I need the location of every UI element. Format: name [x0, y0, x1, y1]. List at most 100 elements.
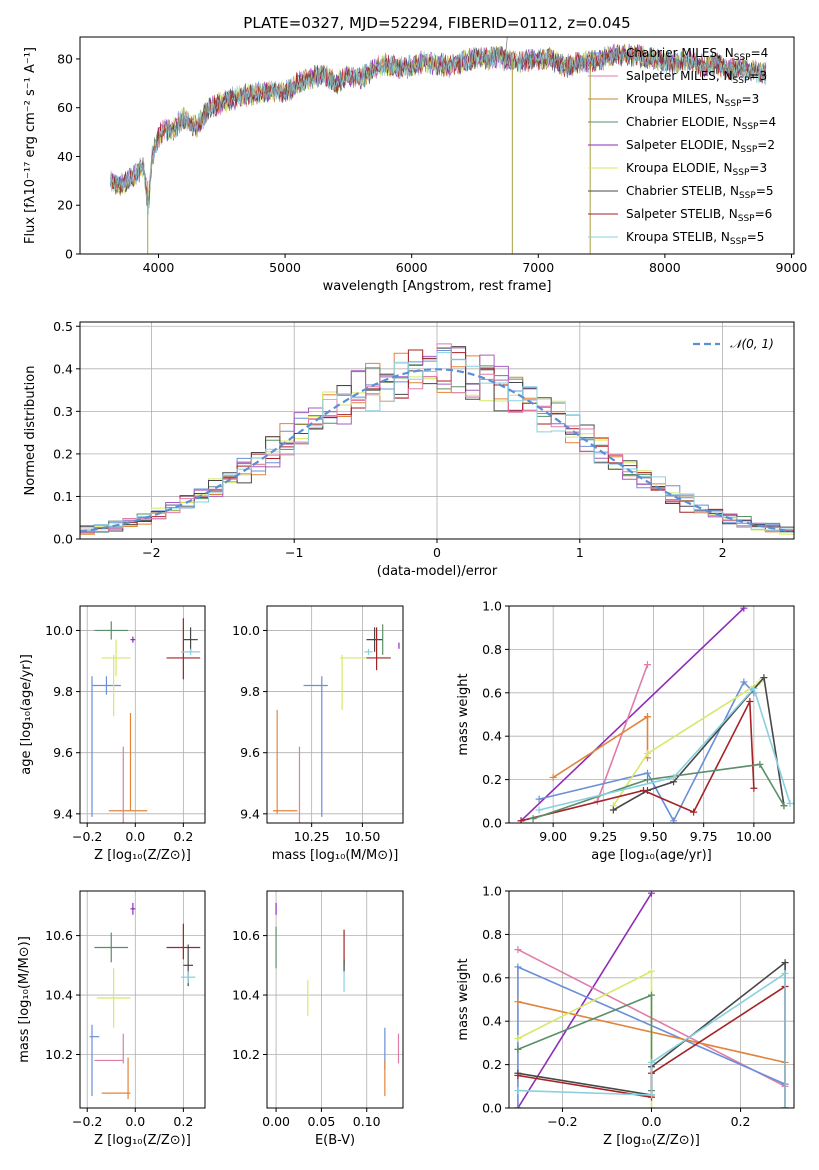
legend-label-sub: SSP — [738, 214, 755, 224]
residuals-ytick-label: 0.1 — [53, 489, 73, 504]
z-weight-xtick-label: 0.0 — [642, 1114, 662, 1129]
legend-label-sub: SSP — [730, 237, 747, 247]
ebv-mass-xtick-label: 0.10 — [353, 1114, 381, 1129]
age-weight-series-line — [538, 686, 791, 811]
legend-label-main: Salpeter STELIB, N — [626, 207, 738, 221]
age-weight-point-marker — [643, 776, 651, 784]
z-weight-xtick-label: −0.2 — [547, 1114, 577, 1129]
spectrum-xtick-label: 4000 — [143, 260, 175, 275]
z-weight-series-line — [517, 970, 653, 1108]
age-weight-point-marker — [529, 815, 537, 823]
legend-label-main: Salpeter MILES, N — [626, 69, 733, 83]
age-weight-point-marker — [535, 795, 543, 803]
mass-age-xtick-label: 10.25 — [294, 829, 330, 844]
z-weight-point-marker — [648, 891, 655, 897]
residuals-xtick-label: 1 — [576, 545, 584, 560]
age-weight-xlabel: age [log₁₀(age/yr)] — [591, 848, 712, 863]
spectrum-ylabel: Flux [fλ10⁻¹⁷ erg cm⁻² s⁻¹ A⁻¹] — [23, 47, 38, 244]
ebv-mass-ytick-label: 10.6 — [232, 928, 260, 943]
z-weight-point-marker — [648, 991, 655, 999]
legend-label: Kroupa MILES, NSSP=3 — [626, 92, 759, 109]
z-age-ytick-label: 9.4 — [53, 806, 73, 821]
age-weight-ytick-label: 0.8 — [482, 642, 502, 657]
residuals-ytick-label: 0.4 — [53, 361, 73, 376]
age-weight-point-marker — [740, 606, 748, 612]
legend-label-end: =5 — [747, 230, 765, 244]
z-mass-frame — [79, 890, 206, 1109]
age-weight-point-marker — [746, 697, 754, 705]
age-weight-frame — [508, 605, 795, 824]
spectrum-spike — [503, 37, 508, 72]
residuals-xtick-label: −1 — [285, 545, 303, 560]
spectrum-ytick-label: 80 — [57, 51, 73, 66]
legend-label-end: =3 — [749, 161, 767, 175]
ebv-mass-axes: 0.00 0.05 0.10 10.2 10.4 10.6 E(B-V) — [232, 891, 403, 1148]
residuals-ytick-label: 0.5 — [53, 319, 73, 334]
legend-label: Chabrier STELIB, NSSP=5 — [626, 184, 774, 201]
legend-label-main: Chabrier MILES, N — [626, 46, 734, 60]
z-weight-ytick-label: 0.8 — [482, 927, 502, 942]
residuals-frame — [79, 321, 795, 540]
legend-label-end: =2 — [757, 138, 775, 152]
age-weight-point-marker — [643, 661, 651, 669]
legend-label: Salpeter STELIB, NSSP=6 — [626, 207, 772, 224]
age-weight-point-marker — [750, 784, 758, 792]
legend-label-main: Kroupa MILES, N — [626, 92, 725, 106]
z-weight-point-marker — [514, 1035, 522, 1043]
residuals-ytick-label: 0.2 — [53, 446, 73, 461]
z-mass-xlabel: Z [log₁₀(Z/Z⊙)] — [94, 1133, 191, 1148]
legend-label-sub: SSP — [739, 191, 756, 201]
z-weight-ylabel: mass weight — [456, 958, 471, 1040]
spectrum-xtick-label: 6000 — [396, 260, 428, 275]
legend-label: Salpeter ELODIE, NSSP=2 — [626, 138, 775, 155]
residuals-xtick-label: 0 — [433, 545, 441, 560]
age-weight-xtick-label: 9.00 — [539, 829, 567, 844]
spectrum-ytick-label: 20 — [57, 198, 73, 213]
mass-age-errorbars — [273, 624, 400, 823]
age-weight-point-marker — [639, 786, 647, 794]
legend-label-end: =3 — [749, 69, 767, 83]
z-weight-xlabel: Z [log₁₀(Z/Z⊙)] — [603, 1133, 700, 1148]
age-weight-xtick-label: 9.25 — [589, 829, 617, 844]
ebv-mass-errorbars — [275, 902, 400, 1097]
age-weight-series-line — [532, 763, 785, 820]
legend-label: Kroupa STELIB, NSSP=5 — [626, 230, 764, 247]
spectrum-lines — [110, 37, 767, 254]
residuals-ytick-label: 0.0 — [53, 532, 73, 547]
age-weight-point-marker — [670, 773, 678, 781]
z-mass-xtick-label: 0.2 — [173, 1114, 193, 1129]
z-weight-point-marker — [781, 1104, 789, 1108]
legend-label-end: =5 — [756, 184, 774, 198]
z-weight-point-marker — [514, 1087, 522, 1095]
ebv-mass-ytick-label: 10.2 — [232, 1047, 260, 1062]
age-weight-point-marker — [643, 750, 651, 758]
age-weight-point-marker — [740, 678, 748, 686]
legend-label-main: Salpeter ELODIE, N — [626, 138, 740, 152]
z-weight-point-marker — [648, 1104, 655, 1108]
age-weight-point-marker — [750, 684, 758, 692]
age-weight-xtick-label: 9.75 — [690, 829, 718, 844]
ebv-mass-frame — [266, 890, 404, 1109]
z-mass-xtick-label: −0.2 — [72, 1114, 102, 1129]
age-weight-series-line — [613, 675, 785, 811]
spectrum-ytick-label: 60 — [57, 100, 73, 115]
z-weight-ytick-label: 0.4 — [482, 1014, 502, 1029]
residual-histograms — [80, 343, 794, 535]
z-age-xtick-label: −0.2 — [72, 829, 102, 844]
spectrum-ytick-label: 0 — [65, 247, 73, 262]
mass-age-ytick-label: 9.4 — [240, 806, 260, 821]
ebv-mass-xtick-label: 0.05 — [307, 1114, 335, 1129]
z-weight-point-marker — [514, 1045, 522, 1053]
z-weight-point-marker — [514, 963, 522, 971]
normal-curve — [80, 368, 792, 533]
spectrum-frame — [79, 36, 795, 255]
legend-label-main: Kroupa ELODIE, N — [626, 161, 733, 175]
mass-age-frame — [266, 605, 404, 824]
z-mass-ytick-label: 10.2 — [45, 1047, 73, 1062]
residuals-xlabel: (data-model)/error — [377, 564, 498, 579]
z-age-xtick-label: 0.0 — [125, 829, 145, 844]
age-weight-ytick-label: 0.4 — [482, 729, 502, 744]
legend-label-sub: SSP — [725, 99, 742, 109]
legend-label-main: Kroupa STELIB, N — [626, 230, 730, 244]
